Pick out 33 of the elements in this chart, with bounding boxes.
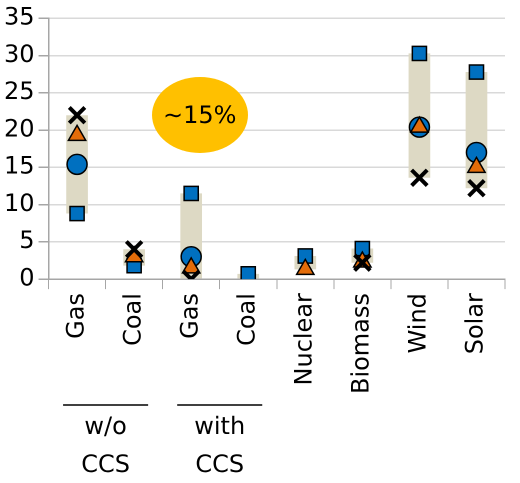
point	[468, 64, 484, 80]
point	[124, 240, 144, 260]
x-tick-label: Nuclear	[290, 292, 318, 386]
y-tick-label: 10	[4, 188, 35, 217]
y-tick-label: 20	[4, 114, 35, 142]
y-tick-label: 25	[4, 77, 35, 106]
point	[240, 266, 256, 280]
y-tick-label: 30	[4, 40, 35, 68]
point	[466, 178, 486, 198]
y-tick-label: 35	[4, 2, 35, 31]
y-tick-label: 5	[19, 226, 35, 254]
point	[412, 46, 428, 62]
point	[67, 105, 87, 126]
x-tick-label: Coal	[118, 293, 146, 346]
point	[69, 206, 85, 222]
x-tick-label: Wind	[404, 293, 432, 354]
point	[66, 154, 88, 176]
x-tick-label: Gas	[175, 293, 204, 339]
point	[297, 248, 314, 264]
text: with CCS	[194, 412, 246, 478]
point	[183, 186, 200, 202]
x-tick-label: Gas	[61, 293, 90, 339]
oval-shape: ~15%	[152, 77, 248, 154]
point	[410, 168, 430, 188]
text: w/o CCS	[81, 412, 130, 478]
point	[352, 252, 372, 272]
x-tick-label: Biomass	[346, 293, 375, 394]
x-tick-label: Coal	[232, 293, 260, 346]
y-tick-label: 15	[4, 152, 35, 180]
annotation: ~15%	[162, 101, 236, 130]
y-tick-label: 0	[19, 263, 35, 292]
point	[466, 142, 488, 164]
x-tick-label: Solar	[460, 292, 489, 354]
